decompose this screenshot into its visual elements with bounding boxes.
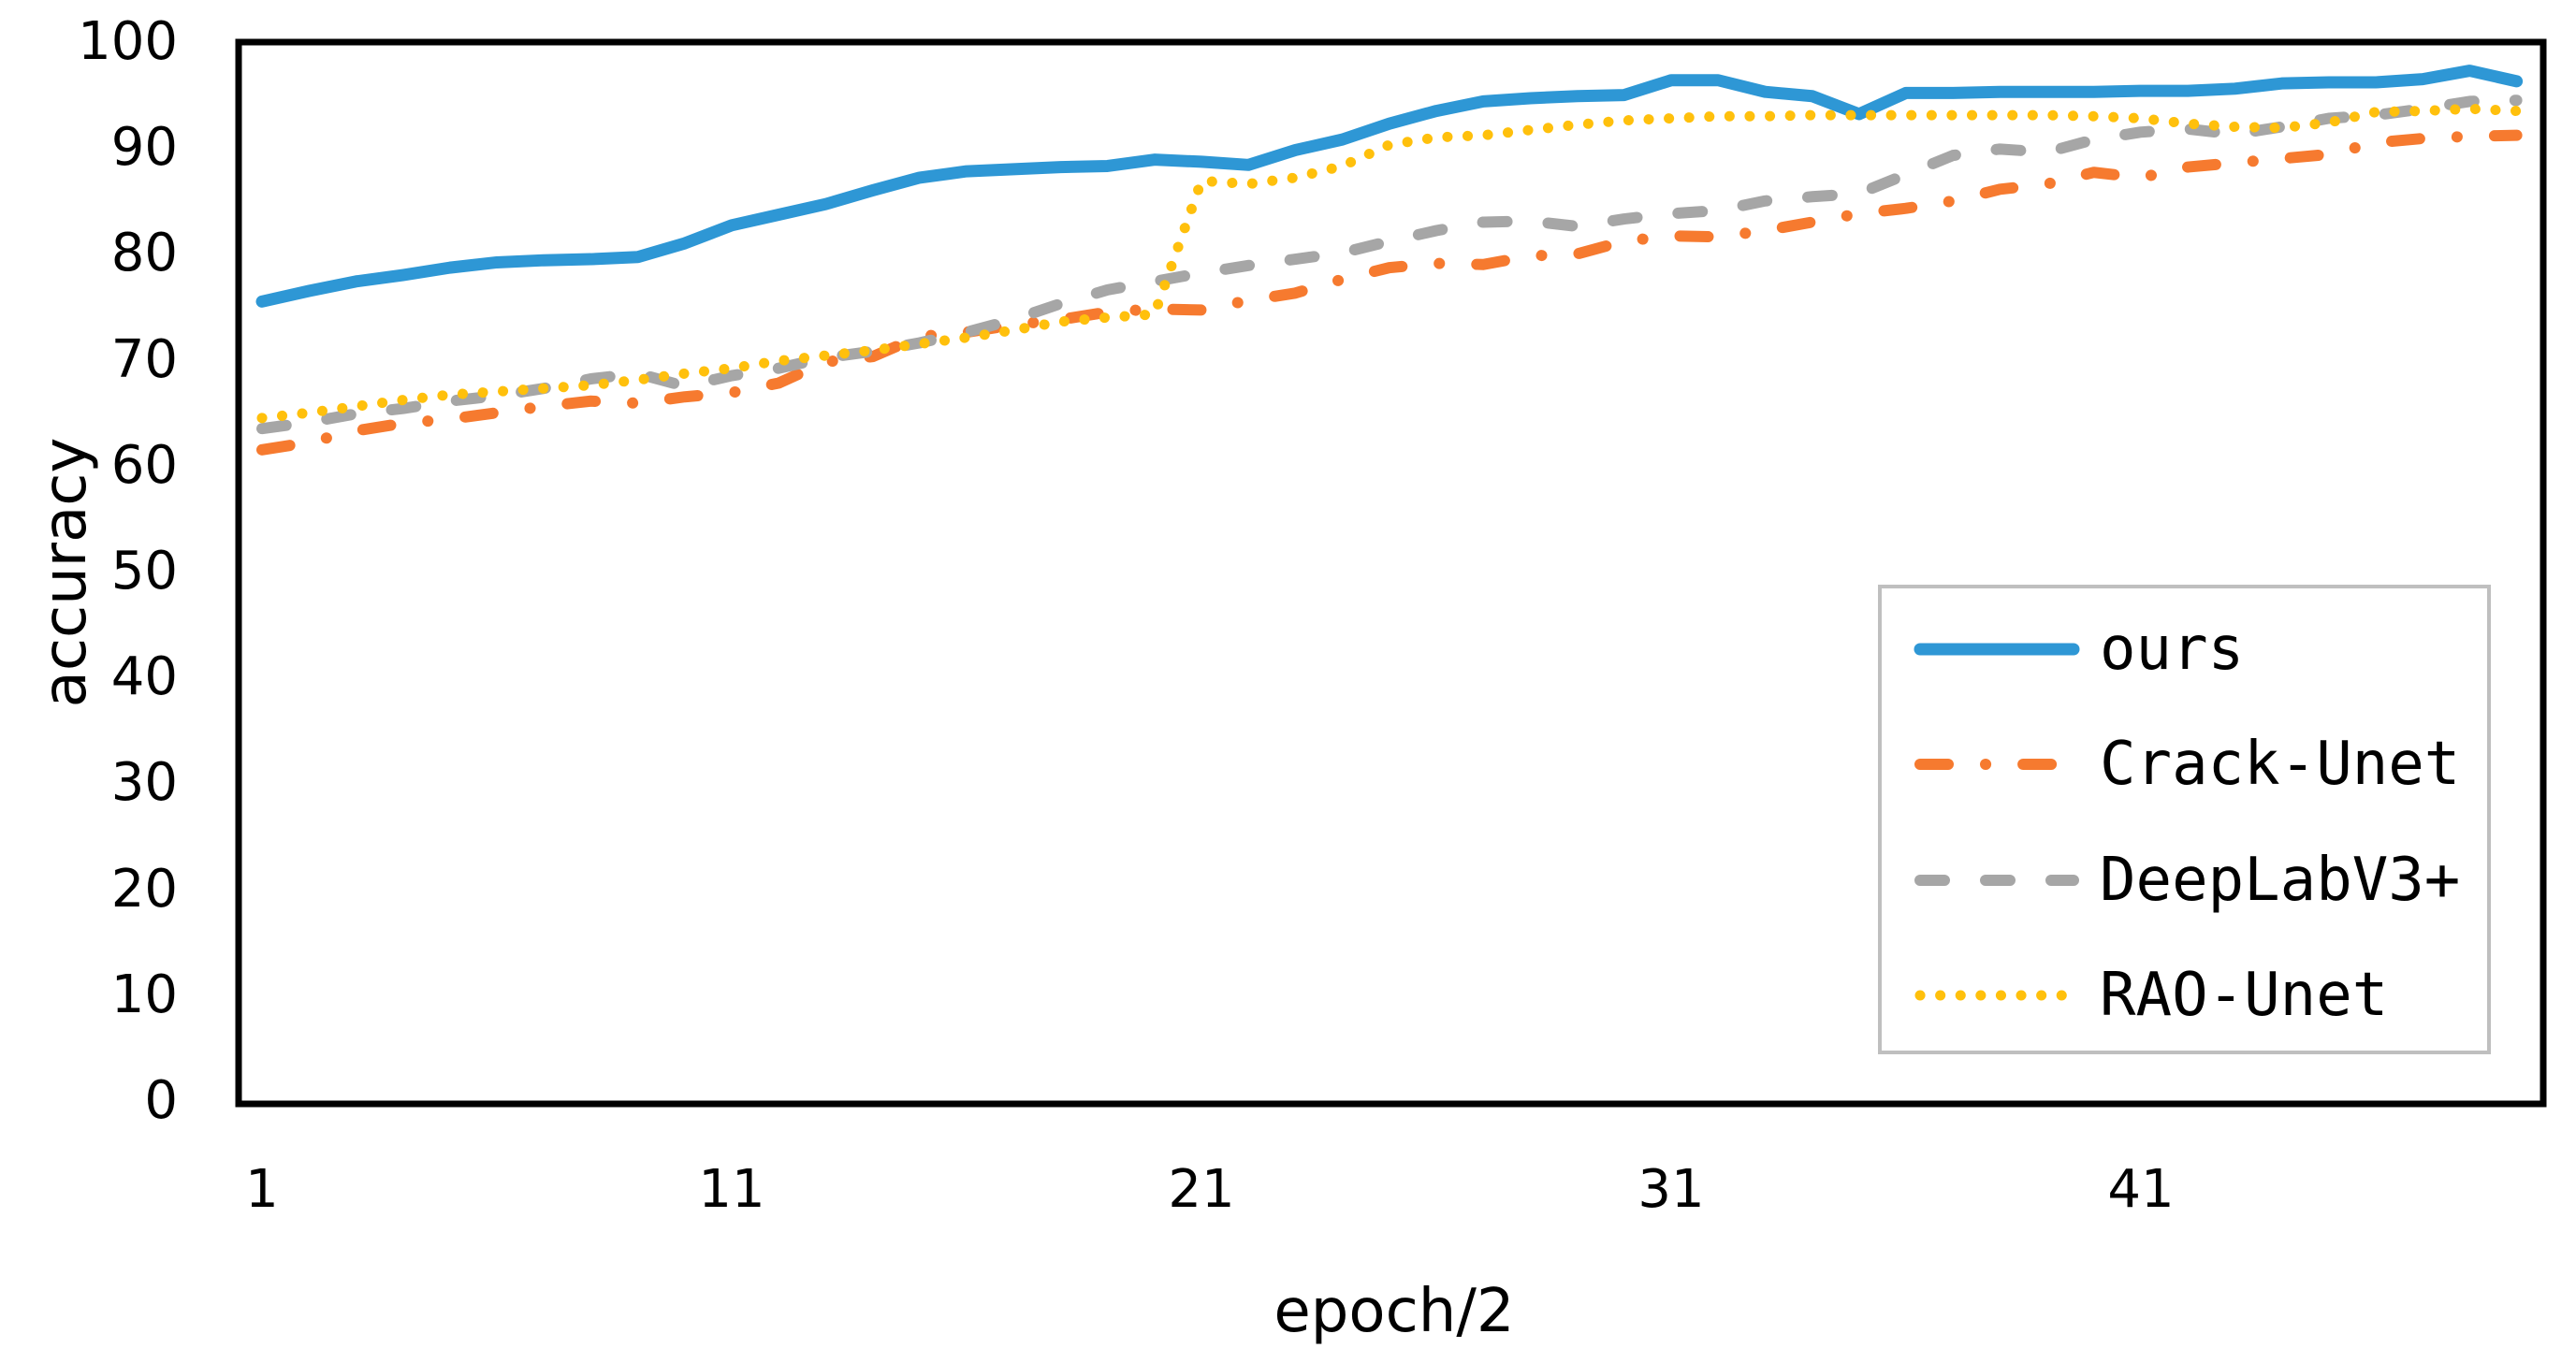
series-line-rao-unet — [256, 103, 2523, 424]
y-tick-label-100: 100 — [78, 11, 178, 72]
x-tick-label-1: 1 — [245, 1159, 279, 1220]
y-tick-label-70: 70 — [110, 328, 178, 390]
series-line-deeplabv3- — [256, 94, 2523, 435]
x-tick-label-31: 31 — [1637, 1159, 1705, 1220]
legend-line-sample-dotted — [1914, 990, 2079, 1001]
series-line-ours — [255, 65, 2524, 308]
x-tick-label-41: 41 — [2107, 1159, 2175, 1220]
legend-box: ours Crack-Unet DeepLabV3+ RAO-Unet — [1878, 585, 2491, 1054]
legend-label: Crack-Unet — [2100, 730, 2461, 799]
x-tick-label-11: 11 — [698, 1159, 765, 1220]
legend-label: ours — [2100, 615, 2245, 684]
legend-line-sample-solid — [1914, 643, 2080, 656]
x-tick-label-21: 21 — [1168, 1159, 1235, 1220]
plot-frame — [235, 38, 2547, 1108]
y-tick-label-10: 10 — [110, 964, 178, 1025]
legend-line-sample-dash-dot — [1914, 759, 2079, 770]
legend-item-deeplabv3-: DeepLabV3+ — [1882, 846, 2487, 915]
legend-item-rao-unet: RAO-Unet — [1882, 961, 2487, 1030]
x-axis-title: epoch/2 — [1273, 1277, 1515, 1346]
y-tick-label-80: 80 — [110, 223, 178, 284]
y-tick-label-20: 20 — [110, 858, 178, 920]
legend-item-crack-unet: Crack-Unet — [1882, 730, 2487, 799]
legend-label: RAO-Unet — [2100, 961, 2389, 1030]
legend-item-ours: ours — [1882, 615, 2487, 684]
y-tick-label-30: 30 — [110, 752, 178, 814]
y-tick-label-40: 40 — [110, 646, 178, 708]
series-lines — [255, 65, 2524, 456]
y-tick-label-50: 50 — [110, 541, 178, 602]
y-tick-label-60: 60 — [110, 434, 178, 496]
legend-line-sample-dashed — [1914, 875, 2079, 886]
legend-label: DeepLabV3+ — [2100, 846, 2461, 915]
y-tick-label-0: 0 — [144, 1070, 178, 1131]
y-tick-label-90: 90 — [110, 117, 178, 179]
y-axis-title: accuracy — [31, 437, 100, 708]
series-line-crack-unet — [256, 129, 2523, 456]
